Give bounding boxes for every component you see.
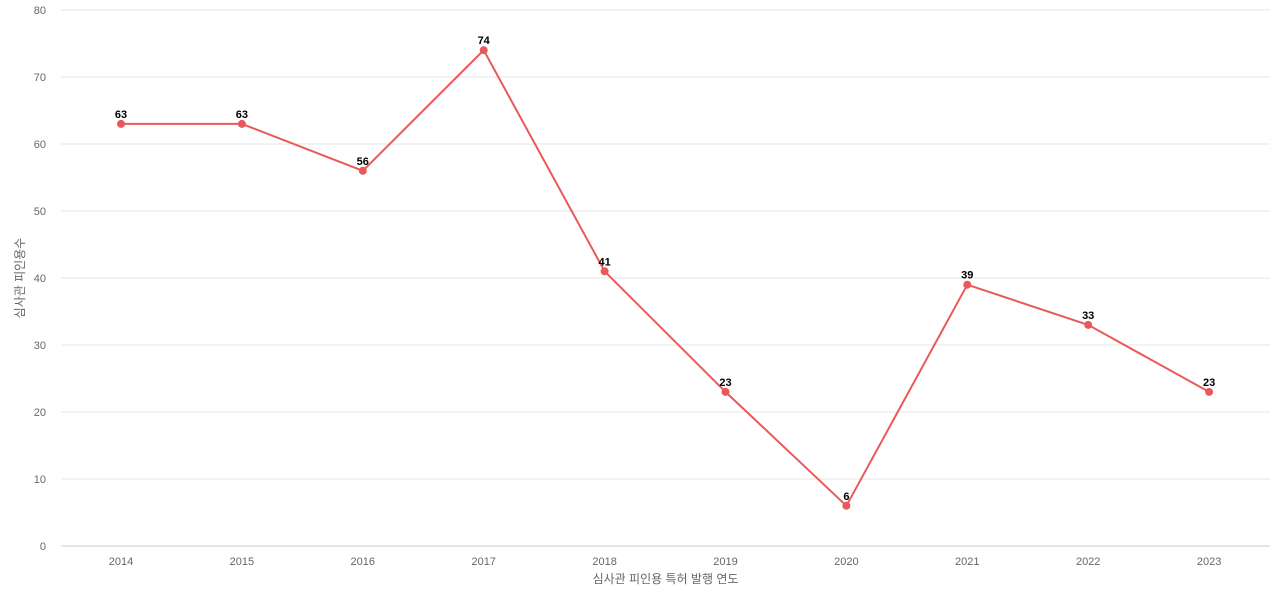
x-tick-label: 2014 <box>109 556 133 568</box>
data-point <box>963 280 972 289</box>
data-label: 63 <box>236 109 248 121</box>
x-tick-label: 2019 <box>713 556 737 568</box>
x-axis-title: 심사관 피인용 특허 발행 연도 <box>593 571 739 586</box>
y-tick-label: 40 <box>34 273 46 285</box>
data-label: 74 <box>478 35 491 47</box>
data-points <box>117 46 1214 510</box>
x-tick-label: 2020 <box>834 556 858 568</box>
data-label: 56 <box>357 156 369 168</box>
y-tick-label: 60 <box>34 139 46 151</box>
y-tick-label: 0 <box>40 541 46 553</box>
series-line <box>121 48 1210 508</box>
data-point <box>479 46 488 55</box>
data-label: 63 <box>115 109 127 121</box>
data-point <box>1084 320 1093 329</box>
data-label: 23 <box>1203 377 1215 389</box>
y-tick-label: 30 <box>34 340 46 352</box>
data-point <box>600 267 609 276</box>
data-point <box>117 119 125 128</box>
x-tick-label: 2015 <box>230 556 254 568</box>
y-tick-label: 70 <box>34 72 46 84</box>
y-axis-title: 심사관 피인용수 <box>13 238 27 319</box>
x-tick-label: 2023 <box>1197 556 1221 568</box>
y-tick-label: 80 <box>34 5 46 17</box>
x-tick-label: 2017 <box>471 556 495 568</box>
data-point <box>1205 387 1214 396</box>
data-label: 6 <box>843 491 849 503</box>
data-point <box>842 501 851 510</box>
data-point <box>237 119 246 128</box>
data-label: 41 <box>598 256 610 268</box>
data-label: 33 <box>1082 310 1094 322</box>
y-tick-label: 10 <box>34 474 46 486</box>
data-labels: 63 63 56 74 41 23 6 39 33 23 <box>115 35 1215 503</box>
data-point <box>721 387 730 396</box>
x-tick-label: 2018 <box>592 556 616 568</box>
data-point <box>358 166 367 175</box>
data-label: 39 <box>961 270 973 282</box>
grid-lines <box>61 9 1270 480</box>
data-label: 23 <box>719 377 731 389</box>
y-tick-label: 20 <box>34 407 46 419</box>
x-tick-label: 2022 <box>1076 556 1100 568</box>
x-axis-ticks: 2014 2015 2016 2017 2018 2019 2020 2021 2022 2023 <box>109 556 1222 568</box>
y-axis-ticks: 0 10 20 30 40 50 60 70 80 <box>34 5 46 553</box>
x-tick-label: 2016 <box>351 556 375 568</box>
y-tick-label: 50 <box>34 206 46 218</box>
x-tick-label: 2021 <box>955 556 979 568</box>
